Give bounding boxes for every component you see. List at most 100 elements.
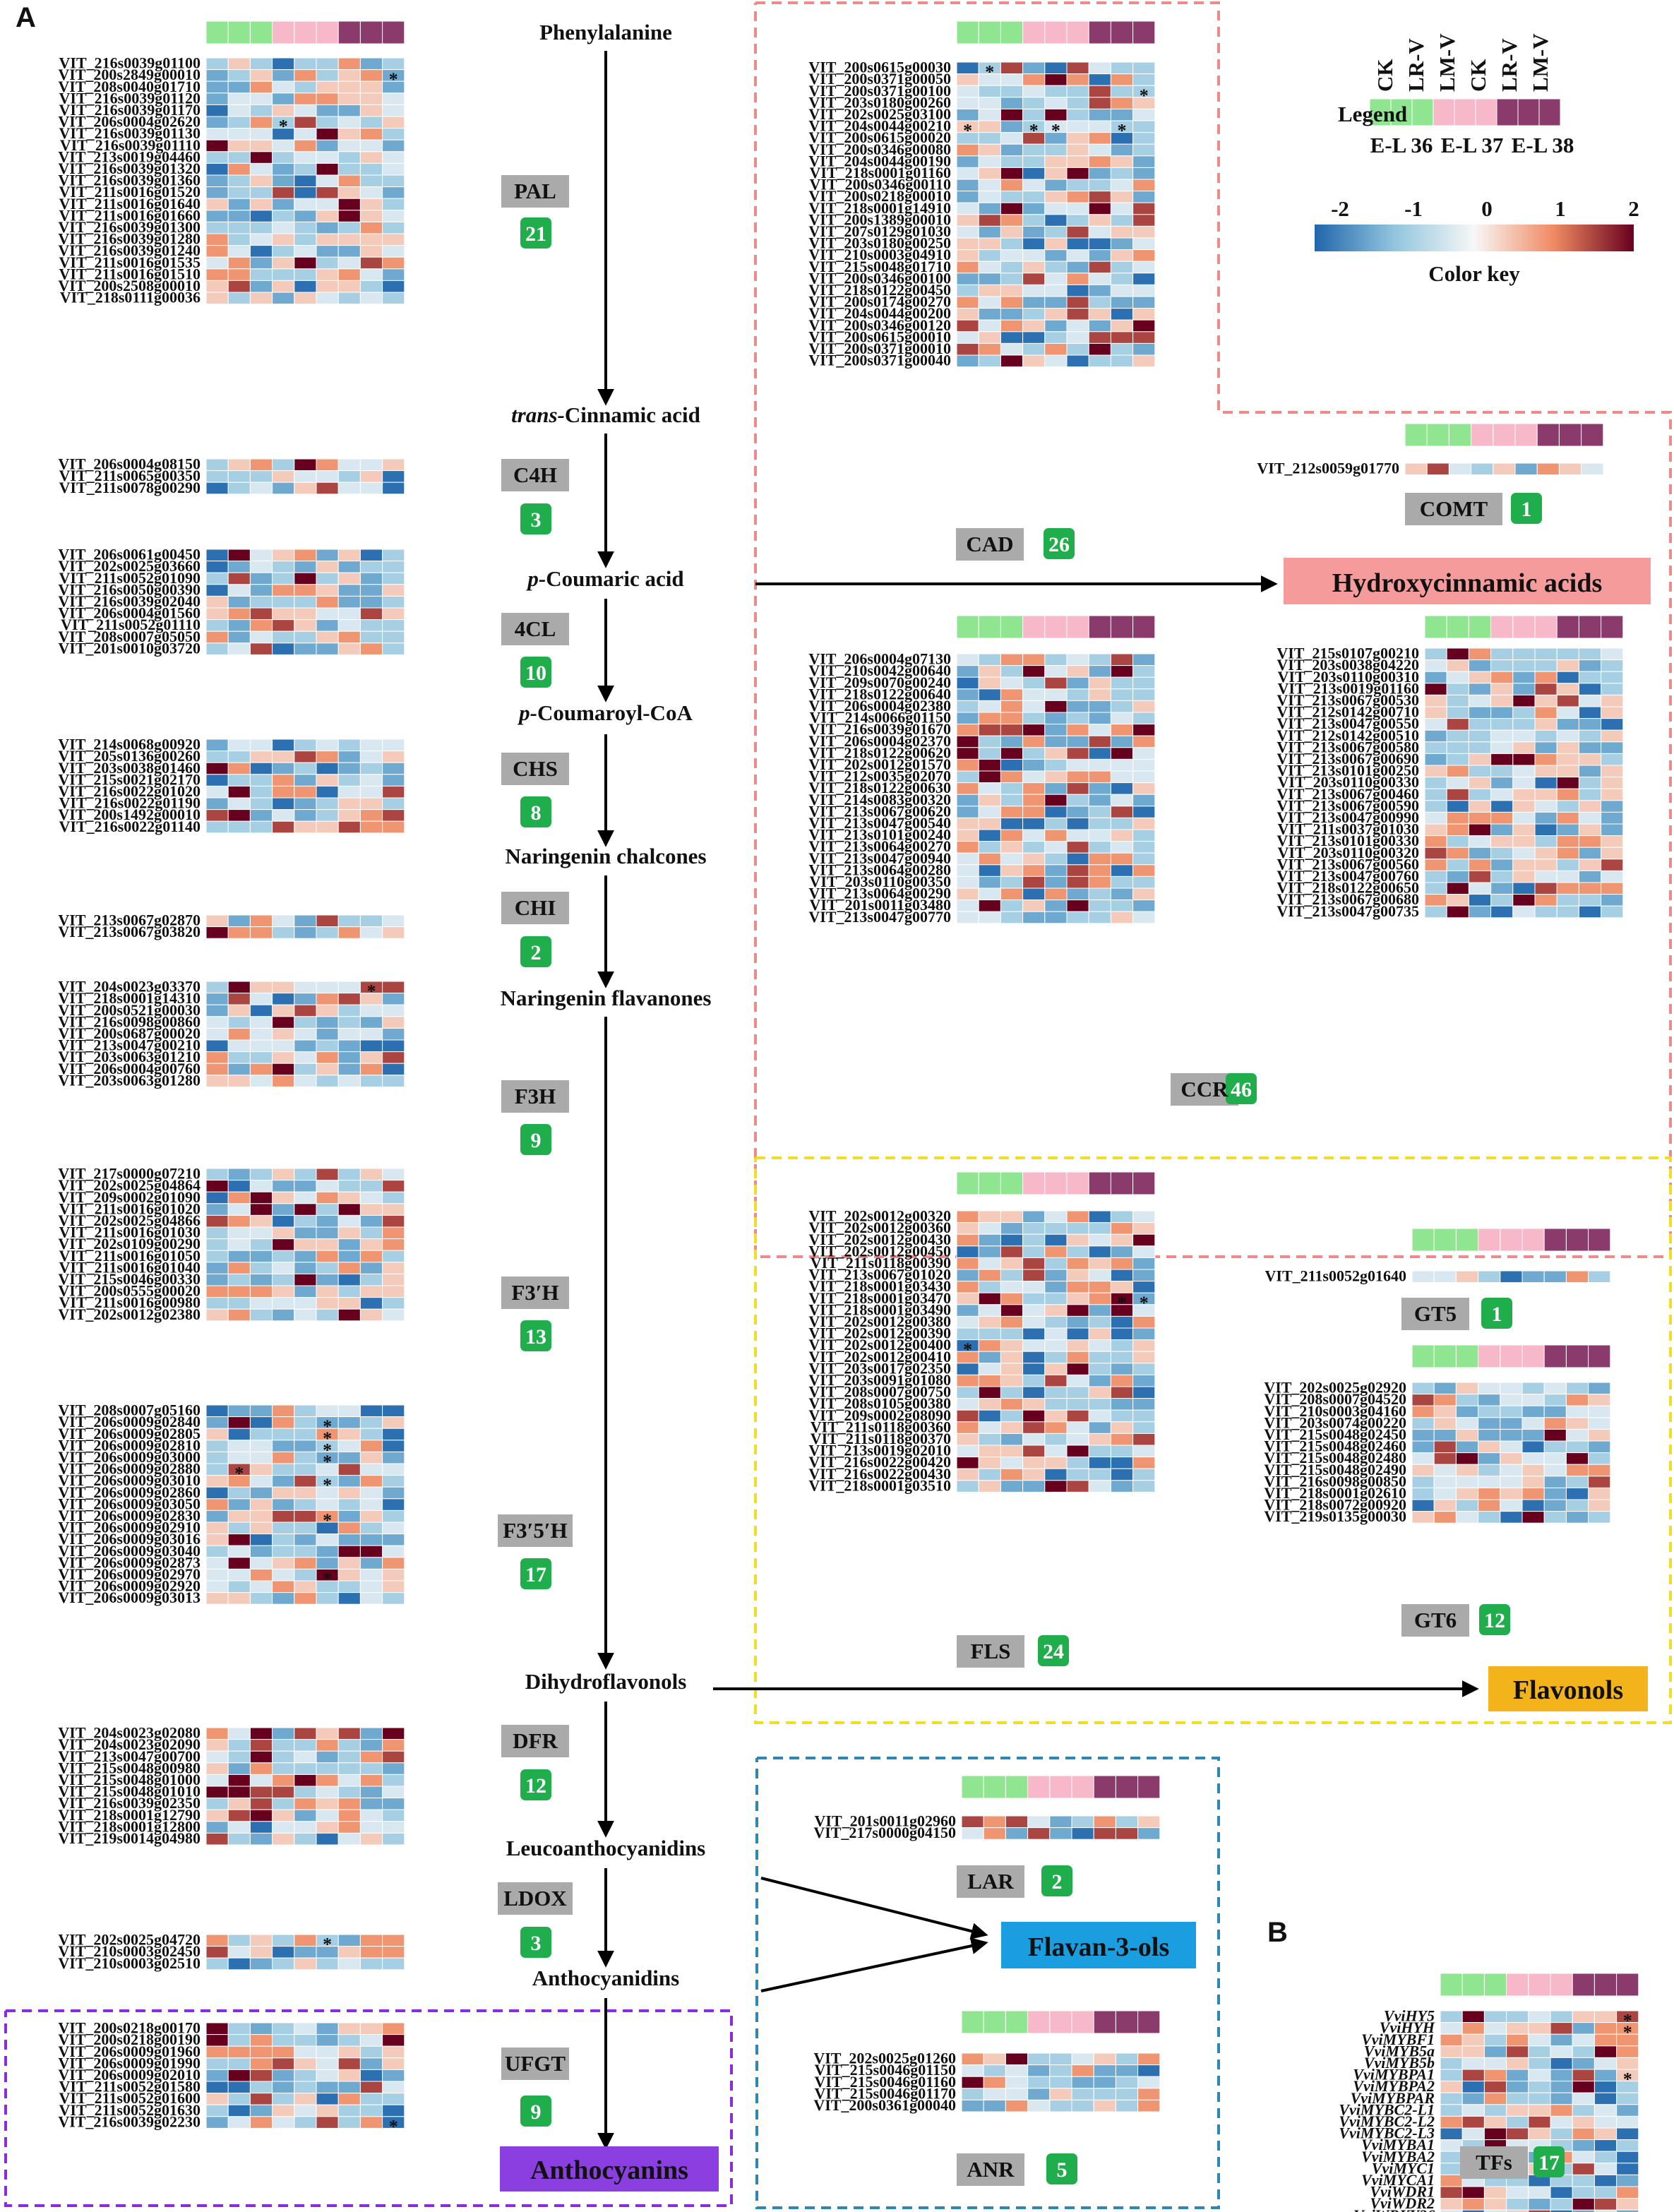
heatmap-cell bbox=[249, 797, 273, 811]
heatmap-cell bbox=[1088, 1468, 1111, 1481]
heatmap-cell bbox=[359, 1451, 383, 1464]
heatmap-cell bbox=[294, 80, 317, 94]
flavonols-box bbox=[1488, 1666, 1648, 1711]
heatmap-cell bbox=[227, 1786, 251, 1799]
heatmap-cell bbox=[1468, 882, 1492, 895]
heatmap-cell bbox=[382, 2104, 405, 2117]
gene-label: VIT_213s0067g00580 bbox=[1277, 738, 1419, 755]
gene-label: VviWDR1 bbox=[1370, 2183, 1435, 2201]
heatmap-cell bbox=[294, 1498, 317, 1511]
heatmap-cell bbox=[1066, 331, 1089, 344]
heatmap-cell bbox=[1088, 1233, 1111, 1247]
heatmap-cell bbox=[1433, 1464, 1457, 1477]
heatmap-cell bbox=[1110, 829, 1134, 842]
heatmap-cell bbox=[1616, 2127, 1639, 2141]
heatmap-cell bbox=[1110, 1315, 1134, 1329]
heatmap-cell bbox=[205, 470, 229, 483]
heatmap-cell bbox=[249, 820, 273, 834]
heatmap-cell bbox=[359, 57, 383, 71]
heatmap-cell bbox=[1022, 308, 1046, 321]
heatmap-cell bbox=[1468, 729, 1492, 743]
gt5-enzyme-label: GT5 bbox=[1414, 1301, 1457, 1326]
heatmap-cell bbox=[1000, 1421, 1024, 1434]
heatmap-cell bbox=[294, 751, 317, 763]
heatmap-cell bbox=[205, 128, 229, 141]
heatmap-cell bbox=[1132, 864, 1156, 877]
heatmap-cell bbox=[337, 2069, 361, 2082]
heatmap-cell bbox=[1000, 735, 1024, 748]
heatmap-cell bbox=[227, 482, 251, 495]
heatmap-cell bbox=[1132, 319, 1156, 333]
heatmap-cell bbox=[1000, 676, 1024, 690]
heatmap-cell bbox=[956, 899, 979, 912]
heatmap-cell bbox=[294, 151, 317, 164]
heatmap-cell bbox=[382, 256, 405, 270]
heatmap-cell bbox=[272, 572, 295, 585]
c4h-count: 3 bbox=[531, 508, 542, 532]
heatmap-cell bbox=[382, 268, 405, 281]
heatmap-cell bbox=[249, 739, 273, 752]
heatmap-cell bbox=[294, 1180, 317, 1192]
heatmap-cell bbox=[956, 97, 979, 109]
ccr1-header-cell bbox=[1066, 615, 1089, 639]
heatmap-cell bbox=[227, 762, 251, 775]
heatmap-cell bbox=[337, 1308, 361, 1322]
heatmap-cell bbox=[359, 549, 383, 562]
heatmap-cell bbox=[337, 1285, 361, 1298]
heatmap-cell bbox=[1588, 1394, 1611, 1406]
gt5-enzyme-box bbox=[1401, 1298, 1469, 1330]
fls-header-cell bbox=[1044, 1171, 1068, 1195]
heatmap-cell bbox=[249, 1297, 273, 1310]
heatmap-cell bbox=[1433, 1499, 1457, 1512]
heatmap-cell bbox=[1455, 1394, 1479, 1406]
heatmap-cell bbox=[1066, 1421, 1089, 1434]
heatmap-cell bbox=[978, 899, 1001, 912]
heatmap-cell bbox=[1468, 718, 1492, 731]
heatmap-cell bbox=[978, 841, 1001, 854]
heatmap-cell bbox=[1110, 665, 1134, 678]
gene-label: VviMYBF1 bbox=[1361, 2031, 1435, 2048]
heatmap-cell bbox=[1022, 191, 1046, 203]
heatmap-cell bbox=[272, 739, 295, 752]
gene-label: VIT_203s0017g02350 bbox=[808, 1359, 951, 1377]
heatmap-cell bbox=[337, 1273, 361, 1286]
gene-label: VIT_206s0009g02910 bbox=[58, 1519, 201, 1536]
heatmap-cell bbox=[1601, 811, 1624, 825]
heatmap-cell bbox=[227, 1934, 251, 1947]
heatmap-cell bbox=[1534, 870, 1558, 883]
heatmap-cell bbox=[249, 1404, 273, 1418]
heatmap-cell bbox=[1088, 342, 1111, 356]
gene-label: VIT_208s0007g04520 bbox=[1264, 1390, 1406, 1408]
heatmap-cell bbox=[249, 1798, 273, 1810]
significance-marker: * bbox=[1118, 1293, 1127, 1313]
heatmap-cell bbox=[1022, 331, 1046, 344]
pal-count-box bbox=[520, 217, 551, 249]
heatmap-cell bbox=[227, 1592, 251, 1605]
gene-label: VIT_213s0067g00460 bbox=[1277, 785, 1419, 803]
heatmap-cell bbox=[1000, 1351, 1024, 1364]
gene-label: VIT_216s0022g00420 bbox=[808, 1453, 951, 1471]
anr-count-box bbox=[1046, 2153, 1077, 2184]
heatmap-cell bbox=[227, 1821, 251, 1834]
heatmap-cell bbox=[316, 1957, 339, 1971]
heatmap-cell bbox=[1110, 319, 1134, 333]
heatmap-cell bbox=[978, 85, 1001, 98]
heatmap-cell bbox=[272, 1075, 295, 1087]
gene-label: VIT_206s0009g01990 bbox=[58, 2054, 201, 2071]
heatmap-cell bbox=[1088, 1222, 1111, 1235]
heatmap-cell bbox=[316, 2057, 339, 2070]
chi-count: 2 bbox=[531, 941, 542, 964]
heatmap-cell bbox=[1044, 108, 1068, 121]
heatmap-cell bbox=[382, 292, 405, 305]
heatmap-cell bbox=[1066, 735, 1089, 748]
heatmap-cell bbox=[1088, 155, 1111, 168]
heatmap-cell bbox=[1000, 97, 1024, 109]
heatmap-cell bbox=[294, 1509, 317, 1523]
f3h-count-box bbox=[520, 1124, 551, 1155]
gene-label: VIT_206s0009g02970 bbox=[58, 1565, 201, 1583]
heatmap-cell bbox=[227, 1191, 251, 1204]
heatmap-cell bbox=[316, 926, 339, 939]
heatmap-cell bbox=[1000, 202, 1024, 215]
heatmap-cell bbox=[337, 1486, 361, 1500]
lar-count: 2 bbox=[1052, 1870, 1063, 1894]
